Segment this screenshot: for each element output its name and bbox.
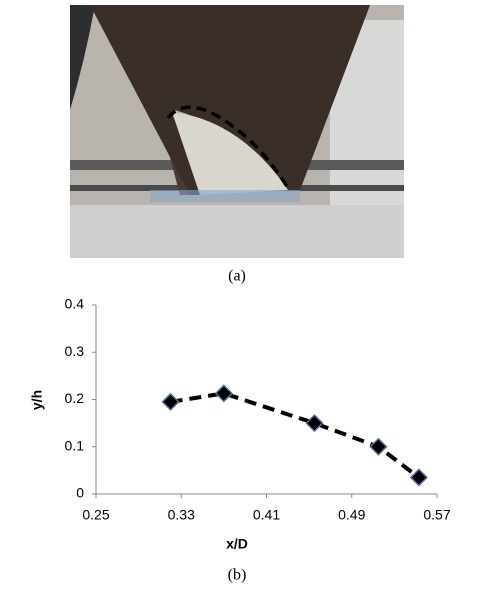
x-tick-label: 0.49 bbox=[338, 507, 365, 523]
photo bbox=[70, 5, 404, 258]
x-axis-label: x/D bbox=[226, 536, 248, 552]
x-tick-label: 0.41 bbox=[253, 507, 280, 523]
caption: (b) bbox=[228, 567, 247, 584]
x-tick-label: 0.33 bbox=[168, 507, 195, 523]
series-line bbox=[170, 391, 421, 480]
point bbox=[161, 392, 180, 411]
caption: (a) bbox=[228, 268, 246, 285]
point bbox=[369, 437, 388, 456]
point bbox=[214, 384, 233, 403]
y-tick-label: 0 bbox=[76, 485, 84, 501]
y-tick-label: 0.2 bbox=[65, 390, 85, 406]
y-tick-label: 0.1 bbox=[65, 437, 85, 453]
x-tick-label: 0.57 bbox=[423, 507, 450, 523]
point bbox=[409, 468, 428, 487]
y-axis-label: y/h bbox=[29, 390, 45, 410]
y-tick-label: 0.3 bbox=[65, 343, 85, 359]
y-tick-label: 0.4 bbox=[65, 296, 85, 312]
x-tick-label: 0.25 bbox=[82, 507, 109, 523]
point bbox=[305, 414, 324, 433]
